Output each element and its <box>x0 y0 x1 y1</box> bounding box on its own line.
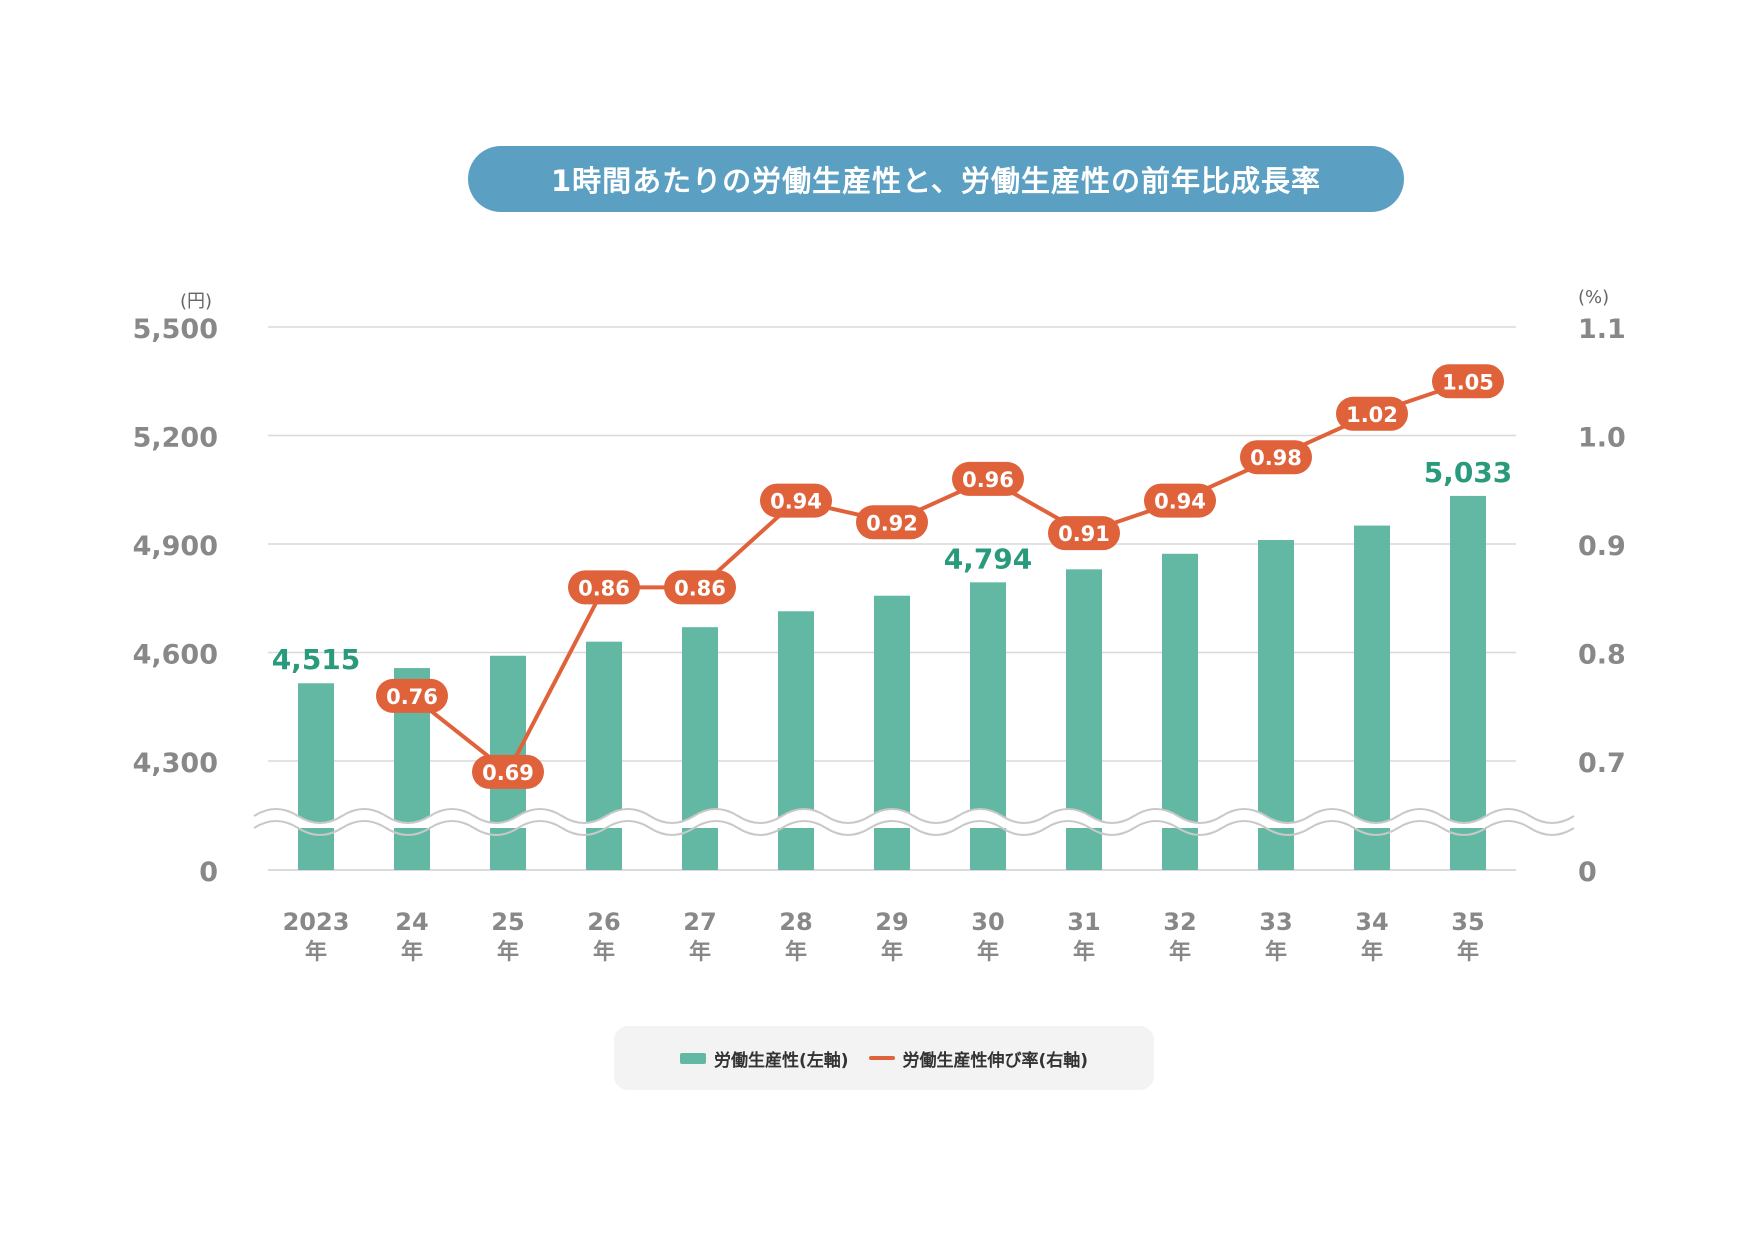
legend-label-line: 労働生産性伸び率(右軸) <box>902 1050 1089 1071</box>
bar-data-label: 5,033 <box>1424 456 1513 489</box>
chart-title: 1時間あたりの労働生産性と、労働生産性の前年比成長率 <box>468 146 1404 212</box>
legend-item-line: 労働生産性伸び率(右軸) <box>868 1046 1089 1071</box>
right-tick-label: 0.7 <box>1578 748 1626 779</box>
line-data-label: 0.92 <box>866 511 918 535</box>
x-tick-label: 32 <box>1163 908 1196 936</box>
line-data-label: 0.91 <box>1058 522 1110 546</box>
x-tick-label: 24 <box>395 908 428 936</box>
x-tick-label-unit: 年 <box>785 939 807 965</box>
legend-item-bar: 労働生産性(左軸) <box>679 1046 849 1071</box>
line-data-label: 0.69 <box>482 761 534 785</box>
left-tick-label: 0 <box>199 857 218 888</box>
x-tick-label: 26 <box>587 908 620 936</box>
line-point-marker <box>856 505 928 540</box>
axis-break-line <box>253 808 1575 824</box>
bar <box>778 611 814 870</box>
axis-break-line <box>253 820 1575 836</box>
line-data-label: 1.02 <box>1346 403 1398 427</box>
left-axis-unit: (円) <box>180 291 213 312</box>
left-tick-label: 5,200 <box>133 423 218 454</box>
bar <box>586 641 622 870</box>
right-tick-label: 0 <box>1578 857 1597 888</box>
line-point-marker <box>568 570 640 605</box>
x-tick-label-unit: 年 <box>1265 939 1287 965</box>
line-data-label: 0.96 <box>962 468 1014 492</box>
right-tick-label: 1.1 <box>1578 314 1626 345</box>
line-data-label: 0.94 <box>770 490 822 514</box>
x-tick-label-unit: 年 <box>1073 939 1095 965</box>
x-tick-label: 27 <box>683 908 716 936</box>
x-tick-label: 28 <box>779 908 812 936</box>
left-tick-label: 4,900 <box>133 531 218 562</box>
right-tick-label: 0.8 <box>1578 640 1626 671</box>
x-tick-label-unit: 年 <box>1361 939 1383 965</box>
line-point-marker <box>1240 440 1312 475</box>
line-data-label: 1.05 <box>1442 370 1494 394</box>
right-tick-label: 0.9 <box>1578 531 1626 562</box>
x-tick-label: 25 <box>491 908 524 936</box>
x-tick-label: 34 <box>1355 908 1388 936</box>
bar <box>1450 495 1486 870</box>
line-data-label: 0.94 <box>1154 490 1206 514</box>
x-tick-label-unit: 年 <box>881 939 903 965</box>
x-tick-label: 35 <box>1451 908 1484 936</box>
line-point-marker <box>1048 516 1120 551</box>
x-tick-label-unit: 年 <box>977 939 999 965</box>
x-tick-label-unit: 年 <box>497 939 519 965</box>
line-point-marker <box>760 483 832 518</box>
legend-swatch-bar <box>679 1052 706 1064</box>
x-tick-label-unit: 年 <box>1169 939 1191 965</box>
legend-label-bar: 労働生産性(左軸) <box>713 1050 849 1071</box>
right-tick-label: 1.0 <box>1578 423 1626 454</box>
x-tick-label-unit: 年 <box>1457 939 1479 965</box>
line-data-label: 0.98 <box>1250 446 1302 470</box>
x-tick-label-unit: 年 <box>689 939 711 965</box>
x-tick-label-unit: 年 <box>593 939 615 965</box>
bar <box>1354 525 1390 870</box>
x-tick-label-unit: 年 <box>401 939 423 965</box>
x-tick-label: 30 <box>971 908 1004 936</box>
line-point-marker <box>472 754 544 789</box>
left-tick-label: 4,600 <box>133 640 218 671</box>
bar <box>682 627 718 870</box>
left-tick-label: 5,500 <box>133 314 218 345</box>
bar-data-label: 4,794 <box>944 542 1033 575</box>
legend: 労働生産性(左軸) 労働生産性伸び率(右軸) <box>614 1026 1154 1090</box>
left-tick-label: 4,300 <box>133 748 218 779</box>
x-tick-label: 29 <box>875 908 908 936</box>
line-point-marker <box>952 461 1024 496</box>
line-data-label: 0.76 <box>386 685 438 709</box>
line-data-label: 0.86 <box>674 576 726 600</box>
line-point-marker <box>1432 364 1504 399</box>
x-tick-label: 2023 <box>283 908 350 936</box>
legend-swatch-line <box>868 1056 895 1060</box>
line-point-marker <box>376 678 448 713</box>
bar-data-label: 4,515 <box>272 643 361 676</box>
growth-rate-line <box>410 379 1469 774</box>
x-tick-label-unit: 年 <box>305 939 327 965</box>
line-data-label: 0.86 <box>578 576 630 600</box>
bar <box>298 683 334 870</box>
line-point-marker <box>1144 483 1216 518</box>
line-point-marker <box>664 570 736 605</box>
line-point-marker <box>1336 396 1408 431</box>
x-tick-label: 33 <box>1259 908 1292 936</box>
x-tick-label: 31 <box>1067 908 1100 936</box>
bar <box>874 595 910 870</box>
right-axis-unit: (%) <box>1578 287 1610 308</box>
